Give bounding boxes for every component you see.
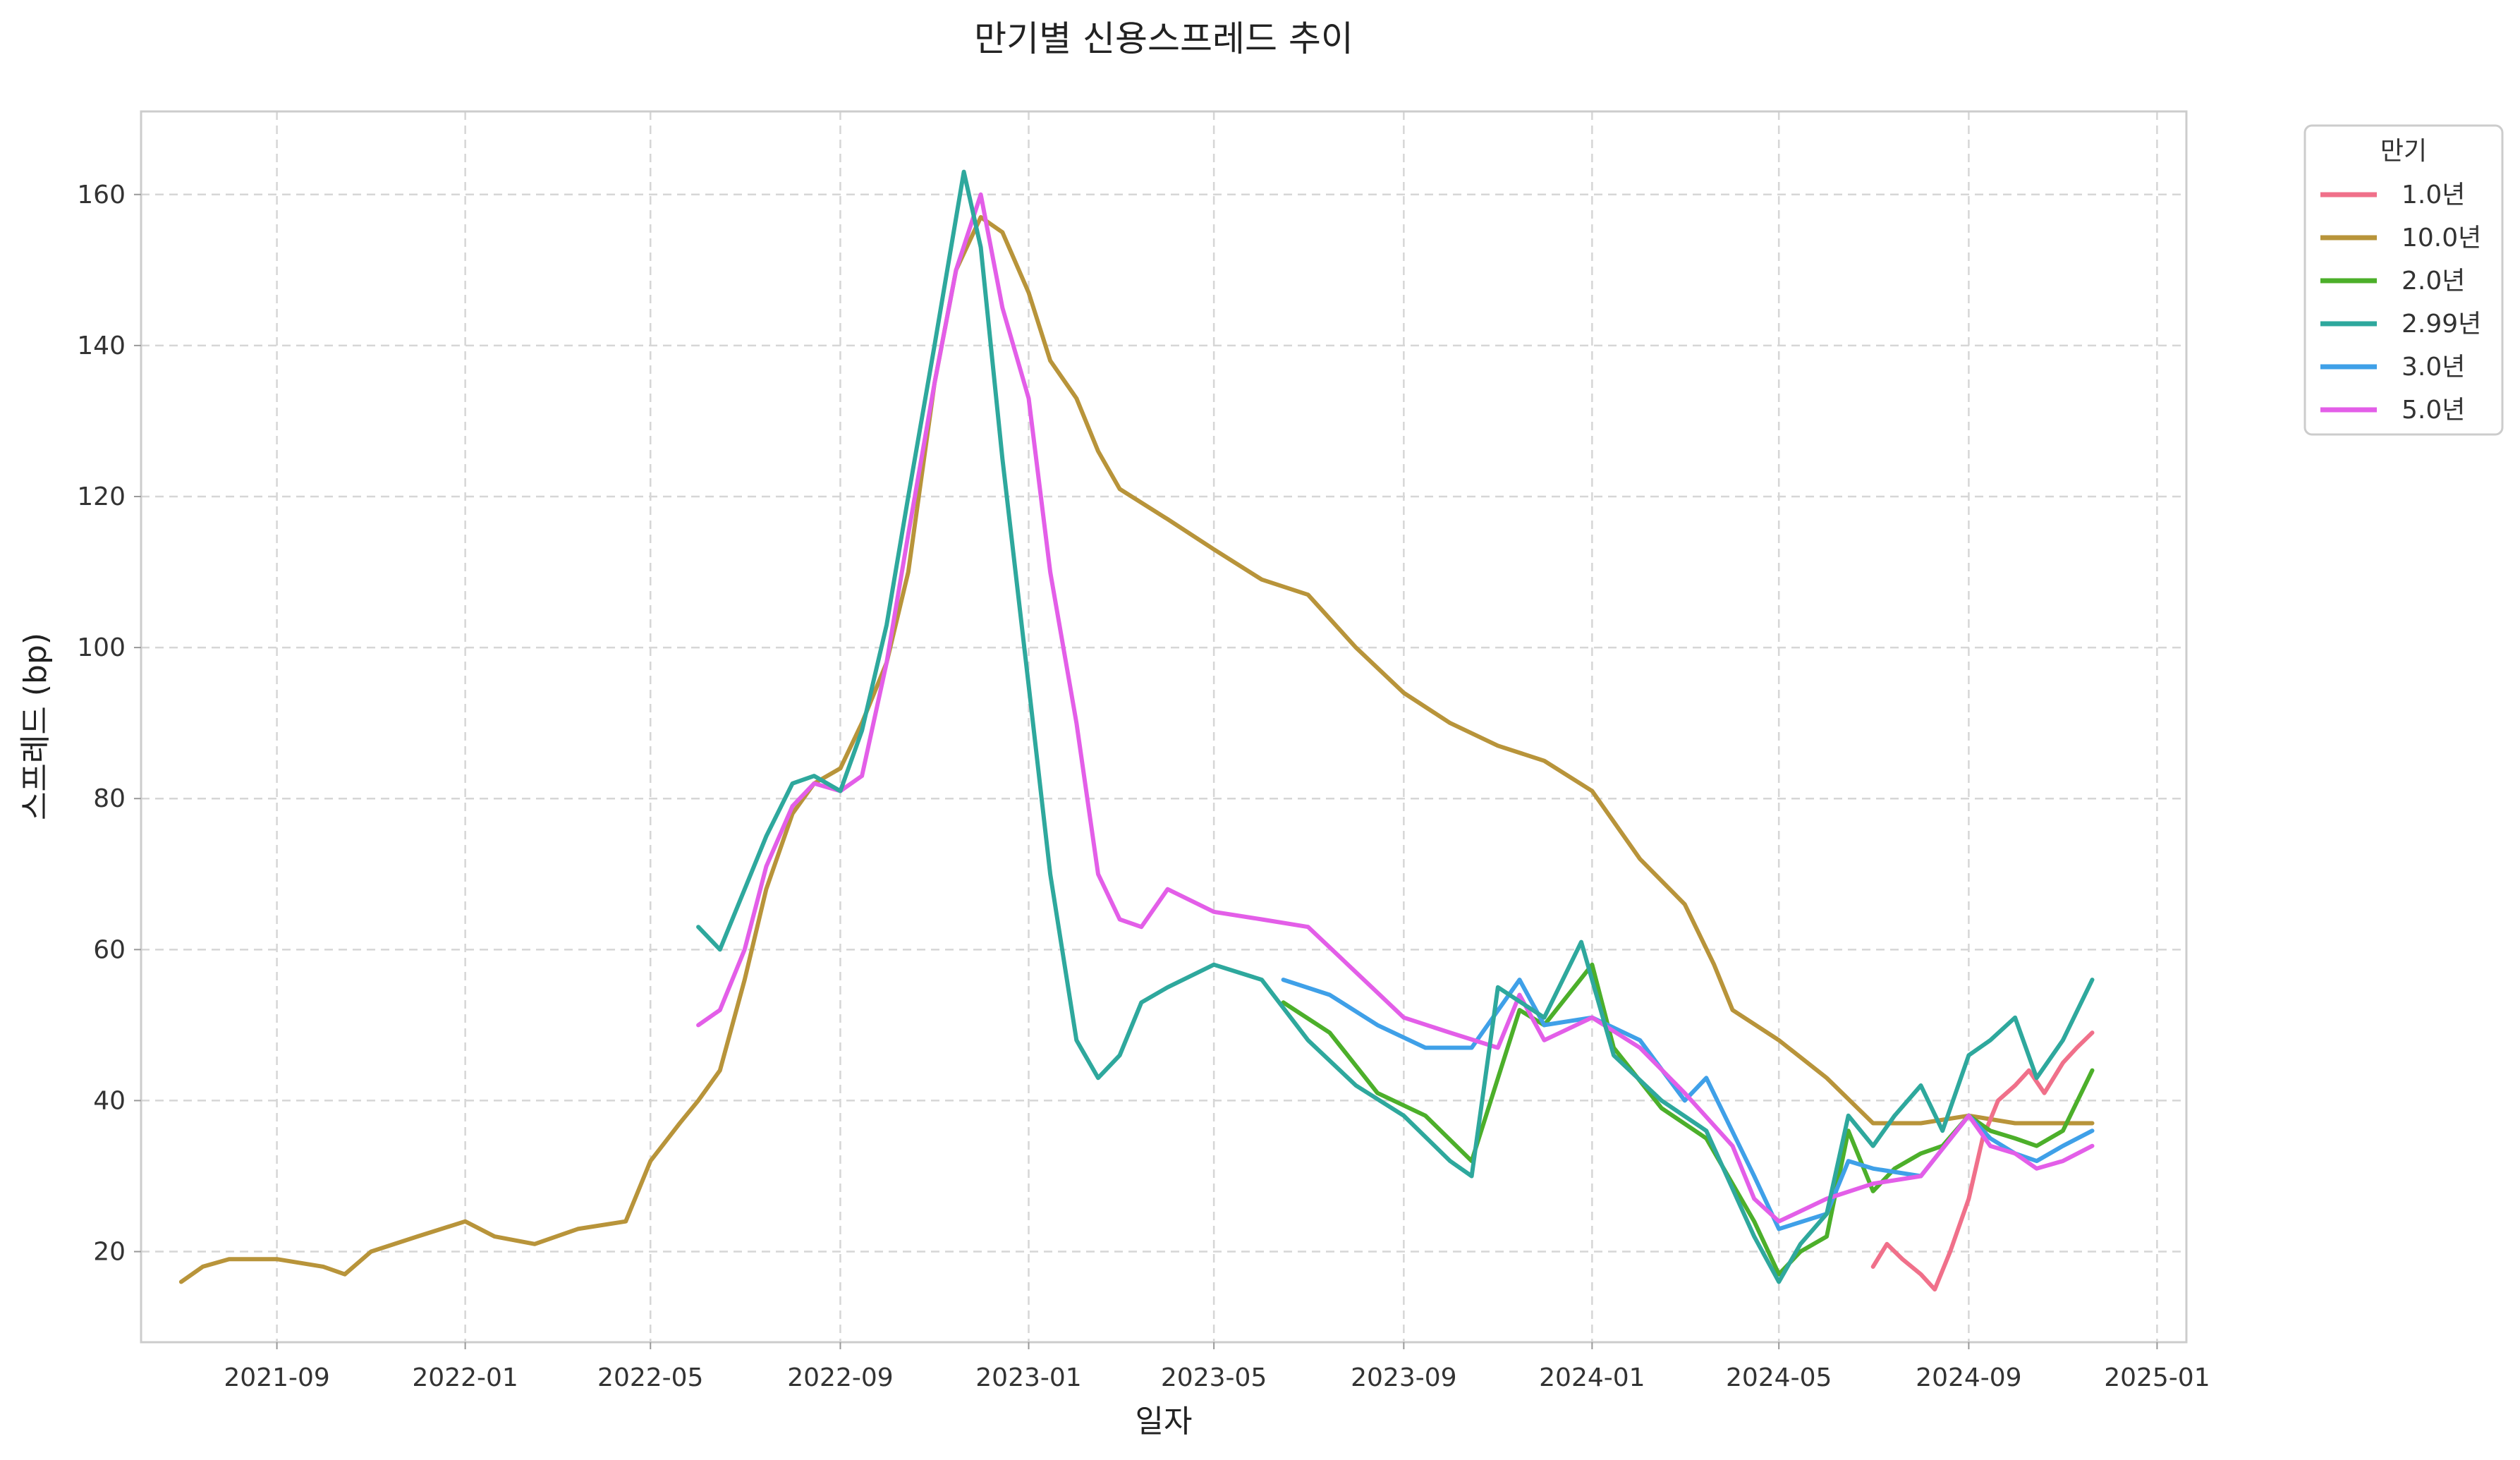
legend-label: 5.0년: [2402, 396, 2465, 425]
legend-title: 만기: [2380, 137, 2427, 166]
legend-label: 1.0년: [2402, 181, 2465, 209]
x-tick-label: 2023-05: [1161, 1363, 1267, 1392]
y-tick-label: 160: [77, 181, 126, 209]
legend-label: 2.99년: [2402, 310, 2481, 339]
legend-label: 10.0년: [2402, 224, 2481, 253]
x-tick-label: 2022-09: [787, 1363, 893, 1392]
y-tick-label: 100: [77, 633, 126, 662]
series-line-1: [178, 214, 2095, 1284]
series-line-5: [696, 192, 2095, 1224]
x-tick-label: 2023-01: [975, 1363, 1081, 1392]
series-line-4: [1281, 978, 2095, 1231]
legend-label: 3.0년: [2402, 353, 2465, 382]
legend-label: 2.0년: [2402, 267, 2465, 296]
x-axis-label: 일자: [1136, 1404, 1193, 1440]
y-tick-label: 80: [93, 784, 126, 813]
chart-title: 만기별 신용스프레드 추이: [974, 18, 1353, 59]
legend-box: [2303, 124, 2504, 436]
x-tick-label: 2024-05: [1726, 1363, 1832, 1392]
x-tick-label: 2025-01: [2104, 1363, 2210, 1392]
legend: 만기 1.0년 10.0년 2.0년 2.99년 3.0년 5.0년: [2303, 124, 2504, 436]
x-tick-label: 2024-01: [1539, 1363, 1645, 1392]
x-tick-label: 2022-05: [597, 1363, 703, 1392]
y-tick-label: 140: [77, 331, 126, 360]
y-tick-label: 120: [77, 482, 126, 511]
tick-labels: 20 40 60 80 100 120 140 160 2021-09 2022-01 2022-0…: [77, 181, 2210, 1392]
series-group: [178, 169, 2095, 1292]
x-tick-label: 2022-01: [412, 1363, 518, 1392]
y-tick-label: 40: [93, 1086, 126, 1115]
x-tick-label: 2021-09: [224, 1363, 329, 1392]
series-line-3: [696, 169, 2095, 1284]
plot-area-frame: [140, 110, 2188, 1344]
grid: [141, 111, 2186, 1342]
y-tick-label: 20: [93, 1238, 126, 1267]
y-tick-label: 60: [93, 935, 126, 964]
x-tick-label: 2023-09: [1351, 1363, 1456, 1392]
x-tick-label: 2024-09: [1916, 1363, 2021, 1392]
y-axis-label: 스프레드 (bp): [18, 633, 54, 820]
